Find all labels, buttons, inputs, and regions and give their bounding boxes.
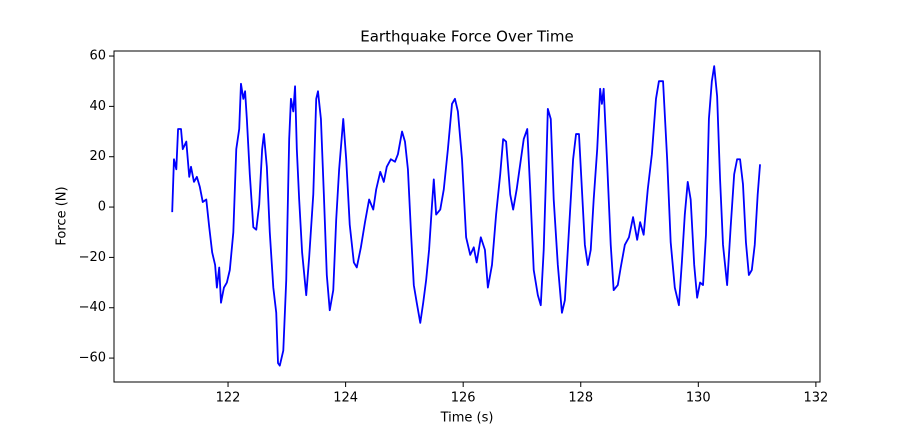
y-tick-label: −60 xyxy=(79,351,106,366)
x-tick-label: 132 xyxy=(803,391,828,406)
x-tick-label: 122 xyxy=(216,391,241,406)
plot-frame xyxy=(113,50,821,383)
y-tick-label: 60 xyxy=(89,49,106,64)
x-tick-label: 124 xyxy=(333,391,358,406)
data-line xyxy=(171,65,761,367)
y-tick-label: −20 xyxy=(79,250,106,265)
y-tick-label: 0 xyxy=(98,200,106,215)
y-tick-label: 20 xyxy=(89,149,106,164)
x-axis-label: Time (s) xyxy=(440,411,494,426)
y-tick-label: −40 xyxy=(79,300,106,315)
x-tick-label: 126 xyxy=(451,391,476,406)
chart-title: Earthquake Force Over Time xyxy=(360,28,574,46)
y-axis-label: Force (N) xyxy=(55,186,70,245)
x-tick-label: 128 xyxy=(568,391,593,406)
x-tick-label: 130 xyxy=(686,391,711,406)
y-tick-label: 40 xyxy=(89,99,106,114)
